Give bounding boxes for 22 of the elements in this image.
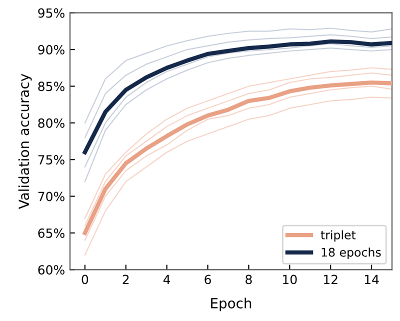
- y-tick-label: 80%: [38, 118, 64, 128]
- legend-label: triplet: [320, 230, 356, 242]
- x-tick-label: 8: [246, 274, 252, 284]
- x-tick-label: 0: [82, 274, 88, 284]
- x-tick-label: 14: [364, 274, 379, 284]
- y-axis-title: Validation accuracy: [18, 74, 32, 209]
- y-tick-label: 75%: [38, 155, 64, 165]
- legend-label: 18 epochs: [322, 248, 381, 260]
- y-tick-label: 65%: [38, 228, 64, 238]
- x-tick-label: 2: [122, 274, 129, 284]
- line-series: [84, 34, 392, 138]
- x-tick-label: 12: [324, 274, 338, 284]
- y-tick-label: 90%: [38, 44, 64, 54]
- line-series: [84, 28, 392, 124]
- y-tick-label: 85%: [38, 82, 64, 92]
- x-tick-label: 10: [283, 274, 297, 284]
- x-tick-label: 4: [163, 274, 170, 284]
- x-tick-label: 6: [204, 274, 211, 284]
- x-axis-title: Epoch: [211, 298, 252, 312]
- y-tick-label: 70%: [38, 192, 64, 202]
- y-tick-label: 95%: [38, 8, 64, 18]
- y-tick-label: 60%: [38, 265, 64, 275]
